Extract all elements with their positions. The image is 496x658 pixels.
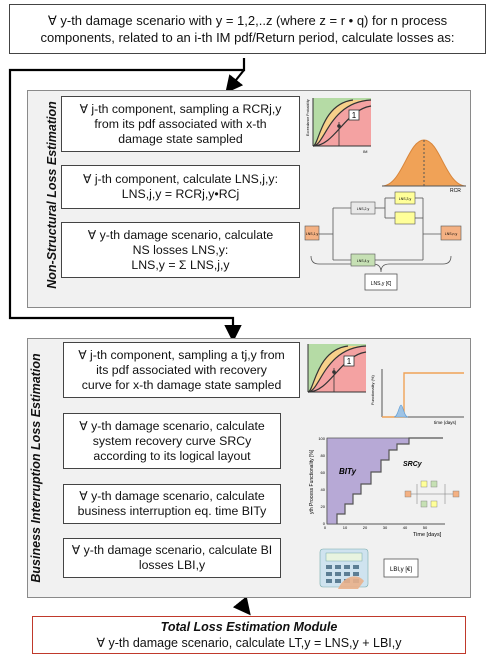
bi-box1-line1: ∀ j-th component, sampling a tj,y from bbox=[78, 347, 285, 362]
rcr-pdf-figure: RCR bbox=[381, 139, 467, 194]
ns-box-scenario-loss: ∀ y-th damage scenario, calculate NS los… bbox=[61, 222, 300, 278]
total-loss-box: Total Loss Estimation Module ∀ y-th dama… bbox=[32, 616, 466, 654]
ns-box1-line3: damage state sampled bbox=[118, 131, 243, 146]
block-a-label: LNS,1,y bbox=[306, 232, 319, 236]
ns-box1-line2: from its pdf associated with x-th bbox=[94, 116, 267, 131]
bi-box2-line2: system recovery curve SRCy bbox=[92, 433, 252, 448]
src-xtick: 0 bbox=[324, 525, 327, 530]
bi-box1-line3: curve for x-th damage state sampled bbox=[81, 377, 282, 392]
src-xtick: 50 bbox=[423, 525, 428, 530]
total-loss-title: Total Loss Estimation Module bbox=[160, 620, 338, 634]
bi-box1-line2: its pdf associated with recovery bbox=[96, 362, 267, 377]
ns-box-component-loss: ∀ j-th component, calculate LNS,j,y: LNS… bbox=[61, 165, 300, 209]
src-xlabel: Time [days] bbox=[413, 532, 442, 538]
src-ytick: 80 bbox=[321, 453, 326, 458]
bi-box4-line1: ∀ y-th damage scenario, calculate BI bbox=[71, 543, 273, 557]
recovery-curve-figure: Functionality (%) time (days) bbox=[370, 369, 464, 425]
bi-box-losses: ∀ y-th damage scenario, calculate BI los… bbox=[63, 538, 281, 578]
bi-box2-line1: ∀ y-th damage scenario, calculate bbox=[79, 418, 265, 433]
ns-box3-line3: LNS,y = Σ LNS,j,y bbox=[131, 257, 230, 272]
src-xtick: 10 bbox=[343, 525, 348, 530]
block-e-label: LNS,n,y bbox=[445, 232, 458, 236]
pdf-xlabel: RCR bbox=[450, 188, 461, 194]
src-ytick: 100 bbox=[318, 436, 325, 441]
src-ytick: 60 bbox=[321, 470, 326, 475]
src-ytick: 40 bbox=[321, 487, 326, 492]
top-line-2: components, related to an i-th IM pdf/Re… bbox=[40, 30, 455, 45]
fragility-xlabel: IM bbox=[363, 149, 367, 154]
src-xtick: 20 bbox=[363, 525, 368, 530]
business-title: Business Interruption Loss Estimation bbox=[29, 353, 43, 583]
system-recovery-chart: BITy SRCy yth Process Functionality [%] … bbox=[309, 436, 460, 538]
ns-block-diagram: LNS,1,y LNS,2,y LNS,3,y LNS,4,y LNS,n,y … bbox=[304, 191, 462, 291]
bi-fragility-figure: 1 bbox=[307, 344, 367, 393]
bi-box3-line2: business interruption eq. time BITy bbox=[77, 504, 267, 518]
ns-sum-box-label: LNS,y [€] bbox=[371, 281, 392, 287]
nonstructural-title: Non-Structural Loss Estimation bbox=[45, 101, 59, 289]
src-ylabel: yth Process Functionality [%] bbox=[309, 449, 315, 514]
arrow-bi-to-total bbox=[232, 596, 251, 616]
ns-box3-line1: ∀ y-th damage scenario, calculate bbox=[87, 227, 274, 242]
block-c-label: LNS,3,y bbox=[399, 197, 412, 201]
bi-box2-line3: according to its logical layout bbox=[93, 448, 251, 463]
arrow-top-to-ns1 bbox=[225, 69, 245, 94]
fragility-ylabel: Exceedance Probability bbox=[306, 99, 310, 136]
ns-box-sampling: ∀ j-th component, sampling a RCRj,y from… bbox=[61, 96, 300, 152]
ns-box2-line1: ∀ j-th component, calculate LNS,j,y: bbox=[82, 172, 278, 186]
recovery-xlabel: time (days) bbox=[434, 420, 457, 425]
top-scenario-box: ∀ y-th damage scenario with y = 1,2,..z … bbox=[9, 4, 486, 54]
top-line-1: ∀ y-th damage scenario with y = 1,2,..z … bbox=[47, 13, 448, 28]
loop-arrow-to-bi bbox=[8, 58, 246, 343]
bit-label: BITy bbox=[339, 467, 357, 476]
total-loss-formula: ∀ y-th damage scenario, calculate LT,y =… bbox=[96, 636, 402, 650]
block-b-label: LNS,2,y bbox=[357, 207, 370, 211]
src-ytick: 0 bbox=[323, 521, 326, 526]
bi-loss-box-label: LBI,y [€] bbox=[390, 567, 412, 573]
src-label: SRCy bbox=[403, 461, 423, 468]
bi-box-recovery-curve: ∀ y-th damage scenario, calculate system… bbox=[63, 413, 281, 469]
bi-fragility-marker-label: 1 bbox=[347, 357, 352, 366]
bi-box3-line1: ∀ y-th damage scenario, calculate bbox=[79, 489, 265, 503]
fragility-marker-label: 1 bbox=[352, 111, 357, 120]
ns-box3-line2: NS losses LNS,y: bbox=[132, 242, 229, 257]
src-xtick: 40 bbox=[403, 525, 408, 530]
src-ytick: 20 bbox=[321, 504, 326, 509]
fragility-curve-figure: 1 IM Exceedance Probability bbox=[306, 98, 372, 154]
ns-box1-line1: ∀ j-th component, sampling a RCRj,y bbox=[79, 101, 282, 116]
ns-box2-line2: LNS,j,y = RCRj,y•RCj bbox=[121, 187, 240, 201]
bi-box-interruption-time: ∀ y-th damage scenario, calculate busine… bbox=[63, 484, 281, 524]
bi-loss-figure: LBI,y [€] bbox=[319, 548, 419, 589]
block-d-label: LNS,4,y bbox=[357, 259, 370, 263]
bi-box-sampling: ∀ j-th component, sampling a tj,y from i… bbox=[63, 342, 300, 398]
recovery-ylabel: Functionality (%) bbox=[370, 375, 375, 405]
src-xtick: 30 bbox=[383, 525, 388, 530]
bi-box4-line2: losses LBI,y bbox=[138, 558, 206, 572]
